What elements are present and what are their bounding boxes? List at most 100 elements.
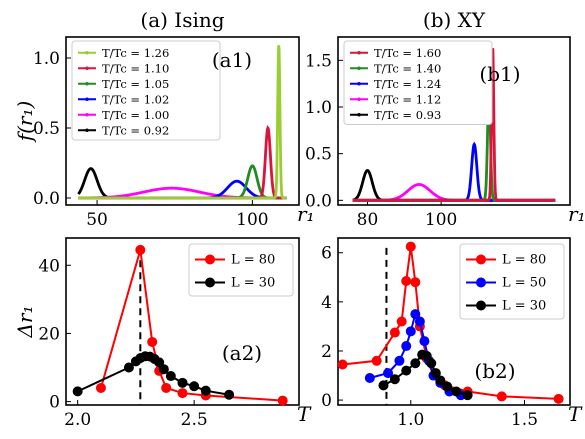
y-tick-label: 0 — [49, 393, 60, 413]
legend-swatch-marker — [205, 277, 215, 288]
panel-annotation: (b2) — [474, 359, 515, 383]
x-tick-label: 2.0 — [64, 410, 91, 430]
legend-swatch-marker — [85, 50, 89, 55]
y-axis-label: Δr₁ — [13, 305, 37, 338]
y-tick-label: 0.0 — [33, 189, 60, 209]
legend-swatch-marker — [357, 50, 361, 55]
legend-swatch-marker — [357, 66, 361, 71]
legend-swatch-marker — [85, 112, 89, 117]
legend-label: L = 80 — [502, 253, 546, 268]
legend-swatch-marker — [476, 254, 486, 265]
legend-label: T/Tc = 1.10 — [102, 61, 169, 75]
data-point — [553, 393, 564, 404]
data-point — [451, 386, 462, 397]
y-tick-label: 40 — [38, 256, 60, 276]
panel-b2: L = 80 L = 50 L = 30 — [337, 237, 571, 406]
data-point — [147, 336, 158, 347]
legend-label: T/Tc = 1.00 — [102, 108, 169, 122]
legend-swatch-marker — [357, 97, 361, 102]
legend-box — [459, 243, 565, 320]
y-tick-label: 2 — [321, 342, 332, 362]
legend-swatch-marker — [85, 128, 89, 133]
data-point — [224, 389, 235, 400]
y-tick-label: 0.0 — [305, 191, 332, 211]
legend-swatch-marker — [85, 81, 89, 86]
legend: T/Tc = 1.26T/Tc = 1.10 T/Tc = 1.05 T/Tc = … — [71, 40, 221, 141]
x-tick-label: 100 — [236, 210, 268, 230]
data-point — [410, 309, 421, 320]
panel-annotation: (a2) — [222, 341, 262, 365]
x-tick-label: 1.0 — [397, 410, 424, 430]
x-tick-label: 1.5 — [511, 410, 538, 430]
data-point — [414, 316, 425, 327]
data-point — [401, 365, 412, 376]
x-tick-label: 80 — [357, 210, 379, 230]
data-point — [430, 368, 441, 379]
panel-title: (a) Ising — [140, 8, 224, 32]
data-point — [364, 372, 375, 383]
x-axis-label: T — [568, 402, 583, 426]
data-point — [72, 386, 83, 397]
y-tick-label: 6 — [321, 244, 332, 264]
legend: L = 80 L = 50 L = 30 — [459, 243, 565, 320]
x-tick-label: 100 — [425, 210, 457, 230]
legend: L = 80 L = 30 — [188, 243, 294, 297]
legend-label: T/Tc = 1.12 — [374, 92, 441, 106]
x-tick-label: 50 — [86, 210, 108, 230]
data-point — [135, 244, 146, 255]
data-point — [158, 364, 169, 375]
data-point — [435, 375, 446, 386]
data-point — [389, 327, 400, 338]
data-point — [394, 355, 405, 366]
data-point — [165, 371, 176, 382]
data-point — [389, 374, 400, 385]
y-tick-label: 0.5 — [33, 119, 60, 139]
data-point — [277, 395, 288, 406]
y-tick-label: 1.5 — [305, 51, 332, 71]
legend-swatch-marker — [357, 112, 361, 117]
legend-label: L = 50 — [502, 276, 546, 291]
data-point — [123, 362, 134, 373]
legend-label: L = 80 — [231, 253, 275, 268]
panel-b1: T/Tc = 1.60T/Tc = 1.40T/Tc = 1.24T/Tc = … — [337, 36, 571, 206]
data-point — [161, 382, 172, 393]
data-point — [426, 358, 437, 369]
plot-frame — [65, 237, 300, 406]
legend-label: L = 30 — [502, 299, 546, 314]
panel-annotation: (b1) — [479, 62, 520, 86]
y-tick-label: 0 — [321, 391, 332, 411]
data-point — [405, 326, 416, 337]
y-tick-label: 4 — [321, 293, 332, 313]
panel-a1: T/Tc = 1.26T/Tc = 1.10 T/Tc = 1.05 T/Tc = … — [65, 36, 300, 206]
data-point — [401, 341, 412, 352]
y-tick-label: 0.5 — [305, 145, 332, 165]
data-point — [401, 275, 412, 286]
data-point — [378, 380, 389, 391]
legend-label: T/Tc = 0.93 — [374, 108, 441, 122]
data-point — [419, 336, 430, 347]
data-point — [177, 377, 188, 388]
legend-label: T/Tc = 1.26 — [102, 46, 169, 60]
legend-label: T/Tc = 1.05 — [102, 77, 169, 91]
data-point — [200, 385, 211, 396]
data-point — [396, 316, 407, 327]
data-point — [177, 388, 188, 399]
legend-label: T/Tc = 1.40 — [374, 61, 441, 75]
legend-box — [343, 40, 493, 125]
series-line — [352, 47, 556, 202]
legend-swatch-marker — [476, 277, 486, 288]
panel-annotation: (a1) — [212, 48, 252, 72]
data-point — [189, 381, 200, 392]
legend-swatch-marker — [85, 97, 89, 102]
series-line — [352, 141, 556, 202]
legend-label: T/Tc = 1.24 — [374, 77, 441, 91]
y-tick-label: 1.0 — [305, 98, 332, 118]
legend-label: T/Tc = 0.92 — [102, 123, 169, 137]
data-point — [371, 355, 382, 366]
x-axis-label: r₁ — [297, 202, 315, 226]
series-line — [78, 164, 287, 200]
panel-a2: L = 80 L = 30 — [65, 237, 300, 406]
plot-frame — [65, 36, 300, 206]
data-point — [383, 368, 394, 379]
